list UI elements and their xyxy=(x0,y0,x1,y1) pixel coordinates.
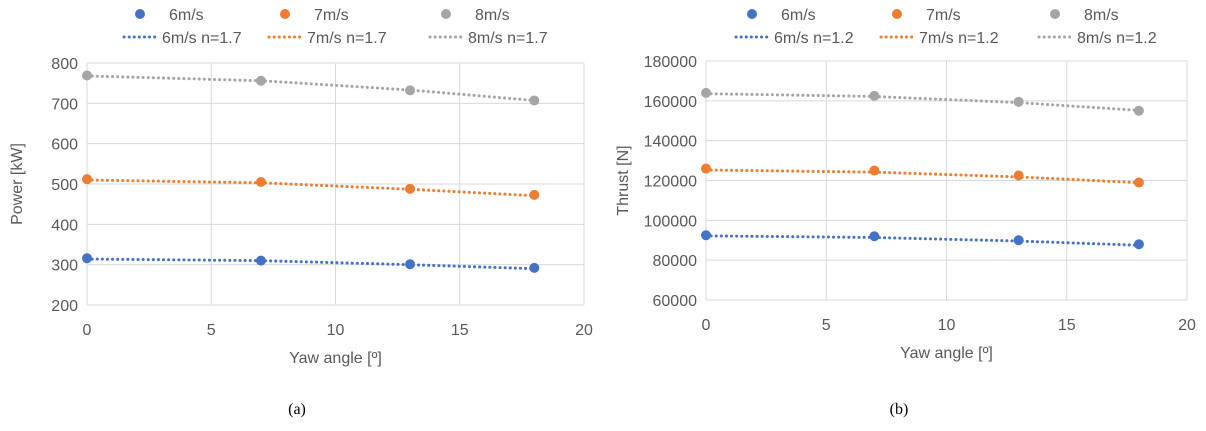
legend-label-series-1: 7m/s xyxy=(314,7,349,24)
data-point-series-1 xyxy=(701,163,711,174)
data-point-series-1 xyxy=(405,183,416,194)
data-point-series-2 xyxy=(1013,96,1024,107)
y-tick-label: 180000 xyxy=(644,54,697,71)
data-point-series-0 xyxy=(255,255,266,266)
data-point-series-1 xyxy=(255,176,266,187)
legend-marker-series-1 xyxy=(280,9,290,19)
y-tick-label: 700 xyxy=(51,96,78,113)
legend-label-series-2: 8m/s xyxy=(1084,7,1119,24)
x-tick-label: 20 xyxy=(1178,317,1196,334)
legend-trendline-label-2: 8m/s n=1.7 xyxy=(468,30,548,47)
y-axis-title: Thrust [N] xyxy=(615,145,632,215)
legend-trendline-label-1: 7m/s n=1.2 xyxy=(919,30,999,47)
data-point-series-2 xyxy=(701,87,711,98)
legend-label-series-0: 6m/s xyxy=(169,7,204,24)
y-tick-label: 300 xyxy=(51,258,78,275)
x-tick-label: 5 xyxy=(207,322,216,339)
y-tick-label: 400 xyxy=(51,217,78,234)
legend-trendline-label-0: 6m/s n=1.2 xyxy=(774,30,854,47)
legend-label-series-0: 6m/s xyxy=(781,7,816,24)
x-tick-label: 15 xyxy=(451,322,469,339)
x-axis-title: Yaw angle [º] xyxy=(289,350,382,367)
caption-a: (a) xyxy=(288,401,306,418)
chart-panel-b: 60000 80000 100000 120000 140000 160000 180000… xyxy=(615,7,1196,362)
y-tick-label: 600 xyxy=(51,137,78,154)
y-tick-label: 500 xyxy=(51,177,78,194)
data-point-series-2 xyxy=(82,70,92,81)
data-point-series-1 xyxy=(1013,170,1024,181)
data-point-series-1 xyxy=(82,174,92,185)
y-tick-label: 100000 xyxy=(644,213,697,230)
y-tick-label: 200 xyxy=(51,298,78,315)
data-point-series-0 xyxy=(1133,239,1144,250)
y-tick-label: 120000 xyxy=(644,174,697,191)
x-tick-label: 15 xyxy=(1058,317,1076,334)
trendline-series-0 xyxy=(704,234,1141,247)
data-point-series-0 xyxy=(529,262,540,273)
trendline-series-2 xyxy=(85,74,536,103)
legend-label-series-2: 8m/s xyxy=(475,7,510,24)
y-tick-label: 80000 xyxy=(653,253,698,270)
x-tick-label: 5 xyxy=(822,317,831,334)
x-tick-label: 20 xyxy=(575,322,593,339)
data-point-series-0 xyxy=(869,231,880,242)
chart-panel-a: 200 300 400 500 600 700 800 0 5 10 15 20 Yaw angle [… xyxy=(9,7,593,367)
y-tick-label: 140000 xyxy=(644,134,697,151)
legend-marker-series-1 xyxy=(892,9,902,19)
data-point-series-0 xyxy=(701,230,711,241)
legend-trendline-label-2: 8m/s n=1.2 xyxy=(1077,30,1157,47)
x-tick-label: 0 xyxy=(83,322,92,339)
x-axis-title: Yaw angle [º] xyxy=(900,345,993,362)
data-point-series-0 xyxy=(1013,235,1024,246)
legend-marker-series-2 xyxy=(441,9,451,19)
legend-marker-series-0 xyxy=(747,9,757,19)
caption-b: (b) xyxy=(890,401,909,418)
data-point-series-0 xyxy=(405,259,416,270)
data-point-series-1 xyxy=(869,165,880,176)
trendline-series-2 xyxy=(704,92,1141,112)
legend-marker-series-0 xyxy=(135,9,145,19)
y-tick-label: 800 xyxy=(51,56,78,73)
x-tick-label: 0 xyxy=(702,317,711,334)
data-point-series-1 xyxy=(529,189,540,200)
data-point-series-1 xyxy=(1133,177,1144,188)
legend-trendline-label-1: 7m/s n=1.7 xyxy=(307,30,387,47)
trendline-series-1 xyxy=(704,168,1141,185)
y-tick-label: 160000 xyxy=(644,94,697,111)
data-point-series-2 xyxy=(529,95,540,106)
y-tick-label: 60000 xyxy=(653,293,698,310)
trendline-series-0 xyxy=(85,257,536,271)
x-tick-label: 10 xyxy=(938,317,956,334)
y-axis-title: Power [kW] xyxy=(9,143,26,225)
legend-marker-series-2 xyxy=(1050,9,1060,19)
x-tick-label: 10 xyxy=(327,322,345,339)
data-point-series-2 xyxy=(1133,105,1144,116)
data-point-series-2 xyxy=(405,85,416,96)
trendline-series-1 xyxy=(85,178,536,198)
data-point-series-0 xyxy=(82,253,92,264)
legend-label-series-1: 7m/s xyxy=(926,7,961,24)
data-point-series-2 xyxy=(869,90,880,101)
legend-trendline-label-0: 6m/s n=1.7 xyxy=(162,30,242,47)
data-point-series-2 xyxy=(255,75,266,86)
